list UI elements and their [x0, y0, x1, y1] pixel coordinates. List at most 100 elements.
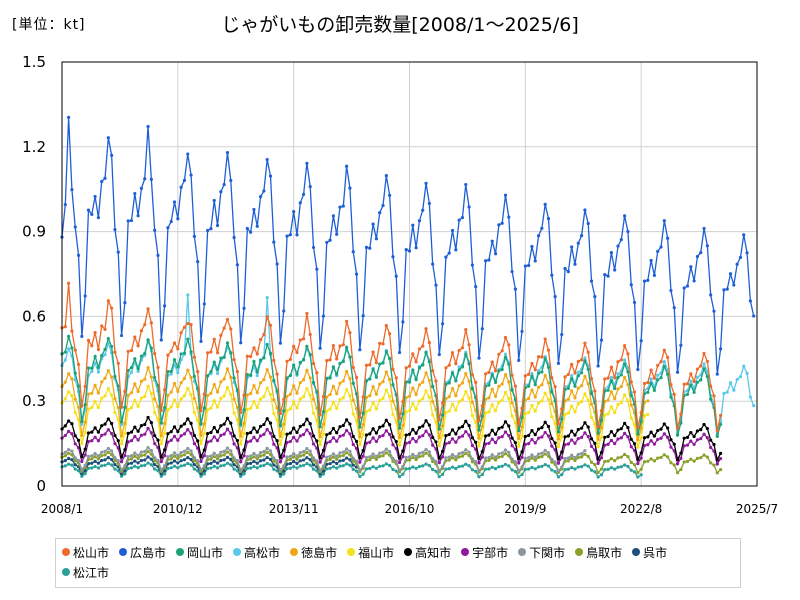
- data-point-matsue: [100, 464, 104, 468]
- data-point-hiroshima: [477, 356, 481, 360]
- data-point-matsue: [497, 465, 501, 469]
- data-point-okayama: [487, 383, 491, 387]
- data-point-ube: [229, 431, 233, 435]
- data-point-kochi: [166, 432, 170, 436]
- data-point-hiroshima: [520, 329, 524, 333]
- data-point-fukuyama: [328, 407, 332, 411]
- data-point-kure: [202, 469, 206, 473]
- data-point-hiroshima: [401, 320, 405, 324]
- data-point-tottori: [249, 457, 253, 461]
- data-point-shimonoseki: [222, 449, 226, 453]
- data-point-kochi: [113, 433, 117, 438]
- data-point-okayama: [123, 405, 127, 409]
- data-point-ube: [159, 460, 163, 464]
- data-point-hiroshima: [536, 234, 541, 238]
- data-point-tokushima: [305, 368, 309, 372]
- data-point-matsuyama: [500, 349, 504, 353]
- data-point-hiroshima: [719, 347, 723, 351]
- data-point-tokushima: [580, 384, 584, 388]
- data-point-tokushima: [146, 366, 150, 370]
- data-point-kochi: [311, 434, 316, 438]
- data-point-tokushima: [298, 381, 302, 385]
- data-point-kochi: [86, 431, 91, 435]
- data-point-kochi: [239, 455, 243, 459]
- data-point-kochi: [176, 429, 180, 434]
- data-point-matsue: [596, 475, 600, 479]
- data-point-matsuyama: [272, 358, 276, 362]
- data-point-fukuyama: [364, 410, 369, 414]
- data-point-kochi: [596, 457, 600, 461]
- data-point-okayama: [348, 355, 352, 359]
- data-point-hiroshima: [666, 236, 670, 240]
- data-point-kochi: [199, 455, 203, 459]
- data-point-matsuyama: [163, 388, 167, 392]
- data-point-tottori: [265, 450, 269, 454]
- data-point-matsue: [292, 464, 296, 469]
- data-point-matsue: [159, 474, 163, 478]
- data-point-tokushima: [397, 435, 402, 440]
- data-point-shimonoseki: [378, 451, 382, 455]
- data-point-ube: [295, 439, 299, 443]
- data-point-okayama: [159, 421, 163, 425]
- data-point-fukuyama: [106, 387, 110, 391]
- data-point-matsuyama: [361, 395, 365, 399]
- data-point-fukuyama: [609, 405, 613, 409]
- data-point-takamatsu: [169, 372, 173, 376]
- data-point-kochi: [242, 448, 246, 452]
- data-point-ube: [90, 439, 94, 443]
- data-point-fukuyama: [63, 396, 67, 401]
- data-point-hiroshima: [96, 216, 100, 220]
- data-point-matsuyama: [675, 426, 680, 430]
- data-point-shimonoseki: [265, 446, 269, 450]
- data-point-matsuyama: [100, 324, 104, 328]
- data-point-matsue: [285, 467, 289, 471]
- data-point-tokushima: [113, 397, 117, 401]
- data-point-tottori: [384, 451, 388, 455]
- data-point-ube: [606, 442, 610, 446]
- data-point-fukuyama: [358, 443, 362, 447]
- data-point-tokushima: [517, 436, 521, 441]
- data-point-kochi: [573, 433, 577, 437]
- data-point-tottori: [338, 454, 342, 458]
- data-point-ube: [96, 439, 100, 443]
- data-point-fukuyama: [268, 392, 273, 397]
- data-point-matsue: [613, 467, 617, 471]
- data-point-hiroshima: [331, 214, 335, 218]
- data-point-tottori: [715, 471, 719, 475]
- data-point-kochi: [692, 434, 696, 439]
- data-point-shimonoseki: [474, 459, 478, 464]
- data-point-hiroshima: [103, 176, 107, 180]
- data-point-hiroshima: [354, 272, 359, 276]
- data-point-fukuyama: [444, 411, 448, 415]
- data-point-shimonoseki: [441, 464, 445, 469]
- data-point-kure: [219, 458, 223, 463]
- data-point-tottori: [311, 459, 316, 463]
- data-point-matsuyama: [235, 370, 239, 374]
- data-point-matsue: [302, 463, 306, 468]
- data-point-tottori: [298, 454, 302, 458]
- data-point-shimonoseki: [497, 452, 501, 456]
- data-point-hiroshima: [738, 255, 743, 260]
- data-point-okayama: [431, 385, 435, 389]
- data-point-ube: [368, 440, 372, 444]
- data-point-fukuyama: [182, 394, 187, 398]
- data-point-matsue: [63, 464, 67, 468]
- data-point-okayama: [586, 367, 590, 371]
- data-point-okayama: [245, 373, 249, 377]
- data-point-hiroshima: [527, 263, 531, 268]
- data-point-hiroshima: [196, 260, 200, 264]
- data-point-okayama: [381, 361, 385, 365]
- data-point-kochi: [136, 429, 140, 433]
- data-point-shimonoseki: [384, 447, 388, 451]
- data-point-fukuyama: [146, 384, 150, 388]
- legend-marker: [119, 548, 128, 556]
- data-point-okayama: [589, 391, 594, 396]
- data-point-hiroshima: [540, 226, 544, 230]
- data-point-matsue: [172, 464, 177, 468]
- data-point-matsue: [576, 465, 580, 469]
- data-point-kochi: [464, 419, 468, 423]
- data-point-hiroshima: [388, 193, 392, 197]
- data-point-matsuyama: [143, 323, 147, 327]
- data-point-shimonoseki: [527, 456, 531, 460]
- data-point-takamatsu: [616, 372, 620, 376]
